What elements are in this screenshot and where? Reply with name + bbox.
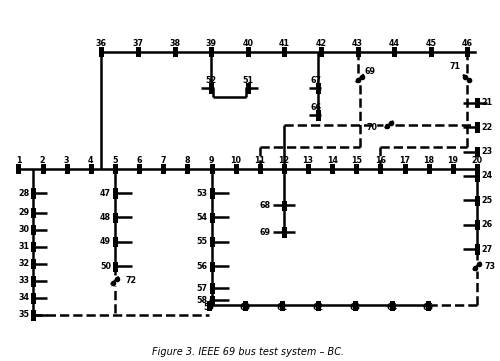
Text: 32: 32 [18,259,29,268]
Text: 38: 38 [169,39,180,48]
Text: 9: 9 [209,156,214,165]
Text: 42: 42 [316,39,326,48]
Text: 1: 1 [16,156,21,165]
Text: 62: 62 [313,303,324,312]
Text: 71: 71 [450,62,460,71]
Text: 54: 54 [196,213,207,222]
Text: 50: 50 [100,262,111,271]
Text: 70: 70 [366,123,378,132]
Text: 67: 67 [310,76,322,85]
Text: 5: 5 [112,156,118,165]
Text: 40: 40 [242,39,254,48]
Text: Figure 3. IEEE 69 bus test system – BC.: Figure 3. IEEE 69 bus test system – BC. [152,347,344,357]
Text: 29: 29 [18,208,29,217]
Text: 53: 53 [196,188,207,197]
Text: 37: 37 [132,39,143,48]
Text: 24: 24 [481,171,492,180]
Text: 43: 43 [352,39,363,48]
Text: 66: 66 [310,103,322,112]
Text: 2: 2 [40,156,46,165]
Text: 25: 25 [481,196,492,205]
Text: 27: 27 [481,245,492,254]
Text: 6: 6 [136,156,142,165]
Text: 47: 47 [100,188,111,197]
Text: 31: 31 [18,242,29,251]
Text: 18: 18 [423,156,434,165]
Text: 58: 58 [196,296,207,305]
Text: 52: 52 [206,76,216,85]
Text: 13: 13 [302,156,314,165]
Text: 35: 35 [18,310,29,319]
Text: 55: 55 [196,237,207,246]
Text: 23: 23 [481,147,492,156]
Text: 72: 72 [126,276,137,285]
Text: 20: 20 [472,156,482,165]
Text: 12: 12 [278,156,289,165]
Text: 69: 69 [364,67,375,76]
Text: 56: 56 [196,262,207,271]
Text: 60: 60 [240,303,251,312]
Text: 44: 44 [388,39,400,48]
Text: 68: 68 [259,201,270,210]
Text: 21: 21 [481,98,492,107]
Text: 4: 4 [88,156,94,165]
Text: 46: 46 [462,39,473,48]
Text: 33: 33 [18,276,29,285]
Text: 59: 59 [203,303,214,312]
Text: 48: 48 [100,213,111,222]
Text: 15: 15 [351,156,362,165]
Text: 3: 3 [64,156,70,165]
Text: 11: 11 [254,156,266,165]
Text: 19: 19 [448,156,458,165]
Text: 26: 26 [481,220,492,229]
Text: 51: 51 [242,76,254,85]
Text: 49: 49 [100,237,111,246]
Text: 45: 45 [425,39,436,48]
Text: 39: 39 [206,39,216,48]
Text: 22: 22 [481,123,492,132]
Text: 8: 8 [184,156,190,165]
Text: 10: 10 [230,156,241,165]
Text: 36: 36 [96,39,107,48]
Text: 73: 73 [484,262,496,271]
Text: 28: 28 [18,188,29,197]
Text: 17: 17 [399,156,410,165]
Text: 16: 16 [375,156,386,165]
Text: 30: 30 [18,225,29,234]
Text: 63: 63 [350,303,360,312]
Text: 61: 61 [276,303,287,312]
Text: 14: 14 [326,156,338,165]
Text: 69: 69 [260,227,270,236]
Text: 41: 41 [279,39,290,48]
Text: 57: 57 [196,284,207,293]
Text: 7: 7 [160,156,166,165]
Text: 65: 65 [422,303,434,312]
Text: 34: 34 [18,293,29,303]
Text: 64: 64 [386,303,397,312]
